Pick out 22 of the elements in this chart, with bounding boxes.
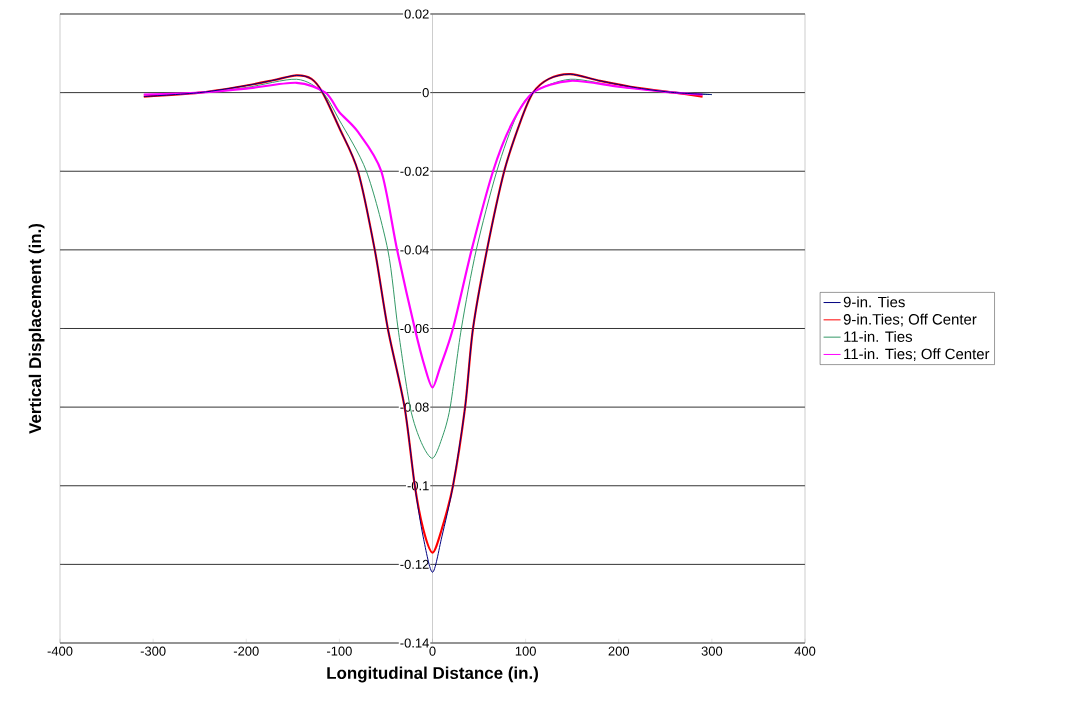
y-tick-label: -0.14 [400, 638, 429, 648]
legend-label: 9-in. Ties [843, 296, 905, 308]
x-tick-label: -100 [326, 646, 352, 656]
legend-label: 9-in.Ties; Off Center [843, 313, 977, 327]
x-tick-label: -400 [47, 646, 73, 656]
x-tick-label: 0 [429, 646, 436, 656]
x-tick-label: 200 [608, 646, 630, 656]
line-series [142, 79, 704, 389]
y-tick-label: -0.02 [400, 166, 429, 176]
y-axis-title: Vertical Displacement (in.) [28, 223, 45, 434]
legend-label: 11-in. Ties [844, 330, 913, 342]
x-axis-title: Longitudinal Distance (in.) [327, 666, 538, 683]
x-tick-label: 100 [515, 646, 536, 656]
x-tick-label: -300 [140, 646, 166, 656]
y-tick-label: -0.12 [400, 559, 429, 569]
legend-label: 11-in. Ties; Off Center [844, 348, 990, 362]
y-tick-label: 0.02 [404, 9, 429, 19]
x-tick-label: 300 [701, 646, 723, 656]
y-tick-label: -0.04 [400, 245, 429, 255]
y-tick-label: 0 [422, 88, 429, 98]
x-tick-label: -200 [233, 646, 259, 656]
x-tick-label: 400 [794, 646, 816, 656]
